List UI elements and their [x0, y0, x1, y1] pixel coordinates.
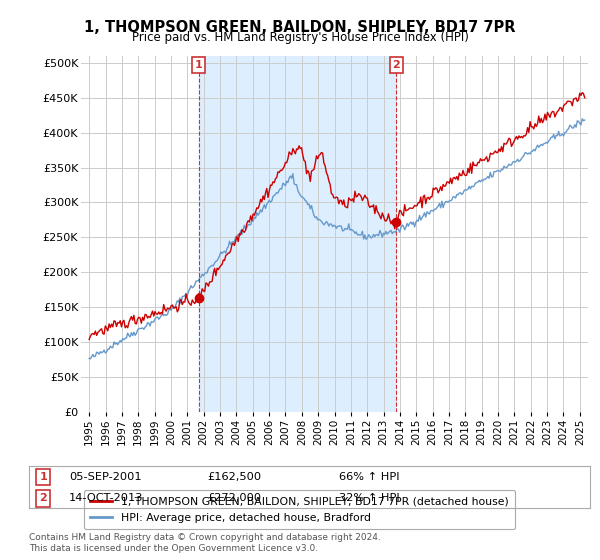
Text: £162,500: £162,500: [207, 472, 261, 482]
Bar: [199, 56, 397, 412]
Text: 1: 1: [40, 472, 47, 482]
Text: 32% ↑ HPI: 32% ↑ HPI: [339, 493, 400, 503]
Text: 05-SEP-2001: 05-SEP-2001: [69, 472, 142, 482]
Text: Price paid vs. HM Land Registry's House Price Index (HPI): Price paid vs. HM Land Registry's House …: [131, 31, 469, 44]
Text: Contains HM Land Registry data © Crown copyright and database right 2024.
This d: Contains HM Land Registry data © Crown c…: [29, 533, 380, 553]
Text: 1, THOMPSON GREEN, BAILDON, SHIPLEY, BD17 7PR: 1, THOMPSON GREEN, BAILDON, SHIPLEY, BD1…: [84, 20, 516, 35]
Text: 1: 1: [195, 60, 203, 70]
Text: 14-OCT-2013: 14-OCT-2013: [69, 493, 143, 503]
Legend: 1, THOMPSON GREEN, BAILDON, SHIPLEY, BD17 7PR (detached house), HPI: Average pri: 1, THOMPSON GREEN, BAILDON, SHIPLEY, BD1…: [84, 490, 515, 529]
Text: £272,000: £272,000: [207, 493, 261, 503]
Text: 2: 2: [40, 493, 47, 503]
Text: 2: 2: [392, 60, 400, 70]
Text: 66% ↑ HPI: 66% ↑ HPI: [339, 472, 400, 482]
